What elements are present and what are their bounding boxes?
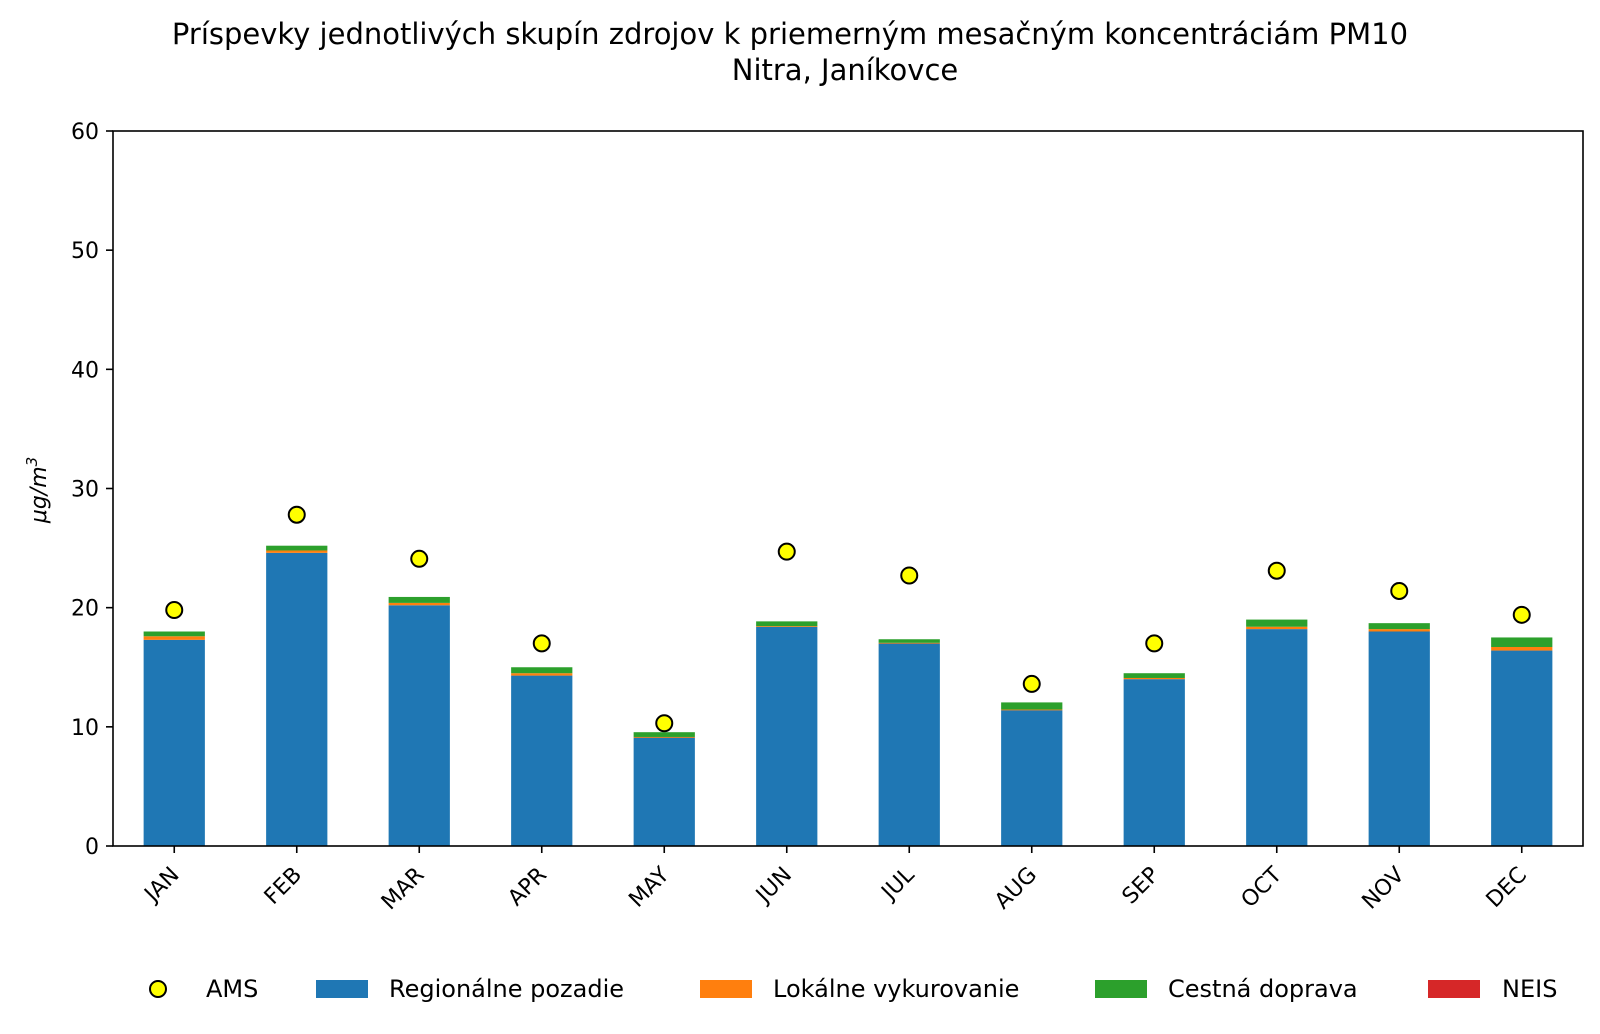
legend-label: AMS: [206, 975, 258, 1003]
ams-marker: [287, 505, 306, 524]
bar-segment: [143, 631, 205, 637]
chart-subtitle: Nitra, Janíkovce: [732, 53, 958, 87]
bar-segment: [143, 639, 205, 846]
bar-segment: [511, 675, 573, 846]
x-tick-label: JUN: [750, 863, 797, 910]
ams-marker: [1145, 634, 1164, 653]
bar-segment: [1491, 637, 1553, 647]
y-axis-label-unit: μg/m: [27, 466, 52, 524]
bar-segment: [633, 736, 695, 738]
bar-segment: [266, 545, 328, 551]
chart-title: Príspevky jednotlivých skupín zdrojov k …: [172, 17, 1408, 51]
ams-marker: [410, 549, 429, 568]
bar-segment: [756, 621, 818, 627]
bar-segment: [511, 673, 573, 676]
bar-segment: [756, 626, 818, 627]
y-tick-label: 50: [71, 239, 99, 264]
legend-label: NEIS: [1502, 975, 1557, 1003]
x-tick-label: SEP: [1118, 863, 1165, 910]
legend: AMS Regionálne pozadie Lokálne vykurovanie…: [149, 975, 1557, 1003]
bar-segment: [878, 642, 940, 644]
bar-segment: [1368, 631, 1430, 846]
y-axis: 0 10 20 30 40 50 60: [71, 120, 113, 860]
ams-markers-layer: [165, 505, 1531, 733]
y-tick-label: 0: [85, 835, 99, 860]
bar-segment: [266, 550, 328, 553]
ams-marker: [532, 634, 551, 653]
legend-marker-ams: [149, 980, 167, 998]
x-tick-label: JAN: [139, 863, 185, 909]
bar-segment: [878, 643, 940, 846]
legend-swatch: [316, 980, 368, 998]
bar-segment: [1246, 619, 1308, 627]
bar-segment: [1001, 710, 1063, 846]
x-tick-label: NOV: [1358, 863, 1410, 915]
legend-label: Regionálne pozadie: [389, 975, 624, 1003]
bars-layer: [143, 545, 1553, 846]
bar-segment: [756, 626, 818, 846]
y-tick-label: 40: [71, 358, 99, 383]
bar-segment: [143, 636, 205, 640]
ams-marker: [1267, 561, 1286, 580]
bar-segment: [878, 639, 940, 643]
bar-segment: [388, 605, 450, 846]
bar-segment: [1123, 679, 1185, 846]
bar-segment: [1001, 702, 1063, 710]
y-tick-label: 30: [71, 478, 99, 503]
bar-segment: [1491, 646, 1553, 651]
bar-segment: [388, 602, 450, 606]
bar-segment: [1123, 677, 1185, 680]
bar-segment: [1368, 623, 1430, 630]
bar-segment: [1368, 629, 1430, 632]
legend-swatch: [1095, 980, 1147, 998]
bar-segment: [1246, 626, 1308, 630]
y-tick-label: 10: [71, 716, 99, 741]
ams-marker: [777, 542, 796, 561]
bar-segment: [266, 552, 328, 846]
x-tick-label: MAR: [377, 863, 430, 916]
ams-marker: [1512, 605, 1531, 624]
x-tick-label: DEC: [1482, 863, 1532, 913]
bar-segment: [1246, 629, 1308, 846]
ams-marker: [1390, 581, 1409, 600]
y-tick-label: 60: [71, 120, 99, 145]
x-tick-label: APR: [503, 863, 552, 912]
x-tick-label: MAY: [624, 862, 674, 912]
bar-segment: [633, 737, 695, 846]
ams-marker: [165, 601, 184, 620]
bar-segment: [1123, 673, 1185, 678]
legend-swatch: [700, 980, 752, 998]
legend-label: Lokálne vykurovanie: [773, 975, 1019, 1003]
legend-label: Cestná doprava: [1168, 975, 1358, 1003]
x-tick-label: FEB: [260, 863, 307, 910]
bar-segment: [633, 732, 695, 737]
legend-swatch: [1428, 980, 1480, 998]
bar-segment: [388, 596, 450, 603]
x-tick-label: JUL: [876, 862, 920, 906]
bar-segment: [1491, 650, 1553, 846]
plot-frame: [112, 130, 1584, 847]
y-tick-label: 20: [71, 597, 99, 622]
ams-marker: [655, 714, 674, 733]
bar-segment: [1001, 709, 1063, 711]
x-tick-label: OCT: [1237, 862, 1288, 913]
bar-segment: [511, 667, 573, 674]
x-axis: JAN FEB MAR APR MAY JUN JUL AUG SEP OCT NOV DEC: [139, 846, 1532, 915]
y-axis-label: μg/m3: [23, 457, 52, 524]
x-tick-label: AUG: [990, 863, 1042, 915]
ams-marker: [1022, 674, 1041, 693]
ams-marker: [900, 566, 919, 585]
y-axis-label-sup: 3: [23, 457, 41, 467]
